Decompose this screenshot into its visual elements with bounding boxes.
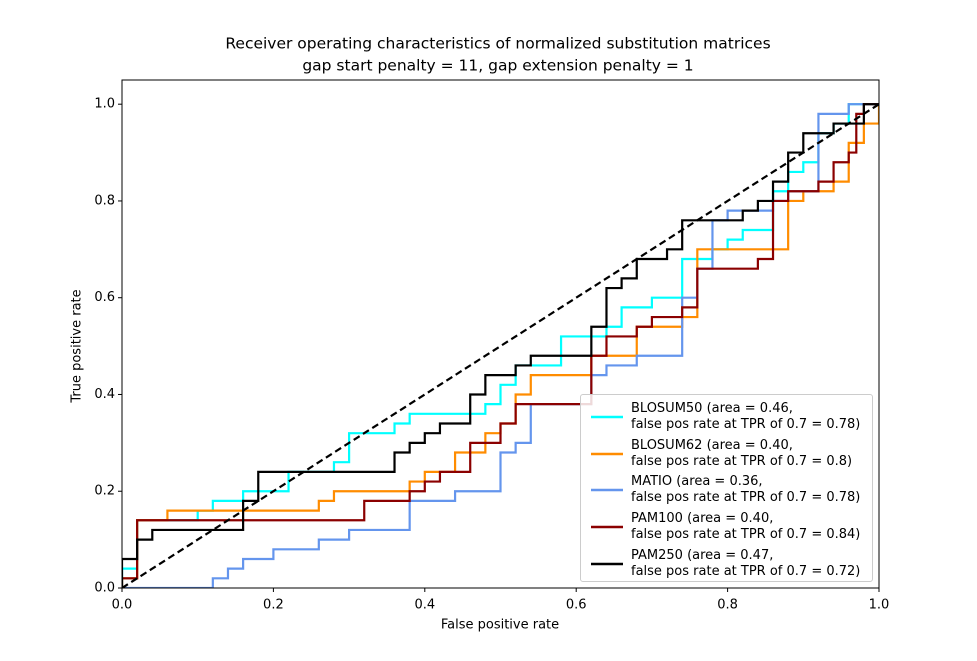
y-tick-label: 0.4 [94,387,115,402]
y-tick-label: 0.2 [94,484,115,499]
legend-label: MATIO (area = 0.36, false pos rate at TP… [631,474,861,506]
x-axis-label: False positive rate [441,618,559,633]
chart-subtitle: gap start penalty = 11, gap extension pe… [302,57,693,75]
legend-label: PAM100 (area = 0.40, false pos rate at T… [631,511,861,543]
x-tick-label: 0.4 [414,598,435,613]
y-tick-label: 0.0 [94,581,115,596]
x-tick-label: 0.8 [717,598,738,613]
legend-label: BLOSUM62 (area = 0.40, false pos rate at… [631,437,853,469]
legend-entry: BLOSUM50 (area = 0.46, false pos rate at… [587,399,866,436]
legend-label: PAM250 (area = 0.47, false pos rate at T… [631,547,861,579]
legend-swatch [591,562,623,565]
legend-swatch [591,489,623,492]
legend-entry: MATIO (area = 0.36, false pos rate at TP… [587,472,866,509]
legend-entry: PAM100 (area = 0.40, false pos rate at T… [587,509,866,546]
legend-label: BLOSUM50 (area = 0.46, false pos rate at… [631,401,861,433]
x-tick-label: 1.0 [869,598,890,613]
roc-line [122,103,879,588]
roc-line [122,103,879,588]
y-tick-label: 1.0 [94,97,115,112]
legend-entry: PAM250 (area = 0.47, false pos rate at T… [587,545,866,582]
legend-swatch [591,452,623,456]
y-axis-label: True positive rate [70,289,85,403]
y-tick-label: 0.8 [94,193,115,208]
reference-line [122,103,879,588]
legend-entry: BLOSUM62 (area = 0.40, false pos rate at… [587,436,866,473]
legend-swatch [591,525,623,529]
x-tick-label: 0.2 [263,598,284,613]
plot-frame [121,79,880,589]
legend: BLOSUM50 (area = 0.46, false pos rate at… [580,394,873,582]
y-tick-label: 0.6 [94,290,115,305]
chart-title: Receiver operating characteristics of no… [225,35,770,53]
x-tick-label: 0.6 [566,598,587,613]
legend-swatch [591,416,623,419]
roc-line [122,104,879,588]
x-tick-label: 0.0 [112,598,133,613]
